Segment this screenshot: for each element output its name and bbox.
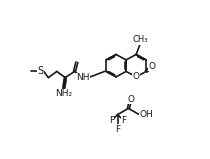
- Text: O: O: [127, 95, 134, 104]
- Text: NH: NH: [76, 73, 90, 82]
- Text: O: O: [133, 72, 140, 81]
- Text: F: F: [121, 116, 126, 125]
- Text: OH: OH: [139, 110, 153, 119]
- Text: F: F: [109, 116, 114, 125]
- Text: S: S: [38, 66, 44, 76]
- Text: CH₃: CH₃: [132, 35, 148, 45]
- Text: F: F: [115, 124, 120, 134]
- Text: O: O: [149, 62, 156, 71]
- Text: NH₂: NH₂: [55, 89, 72, 98]
